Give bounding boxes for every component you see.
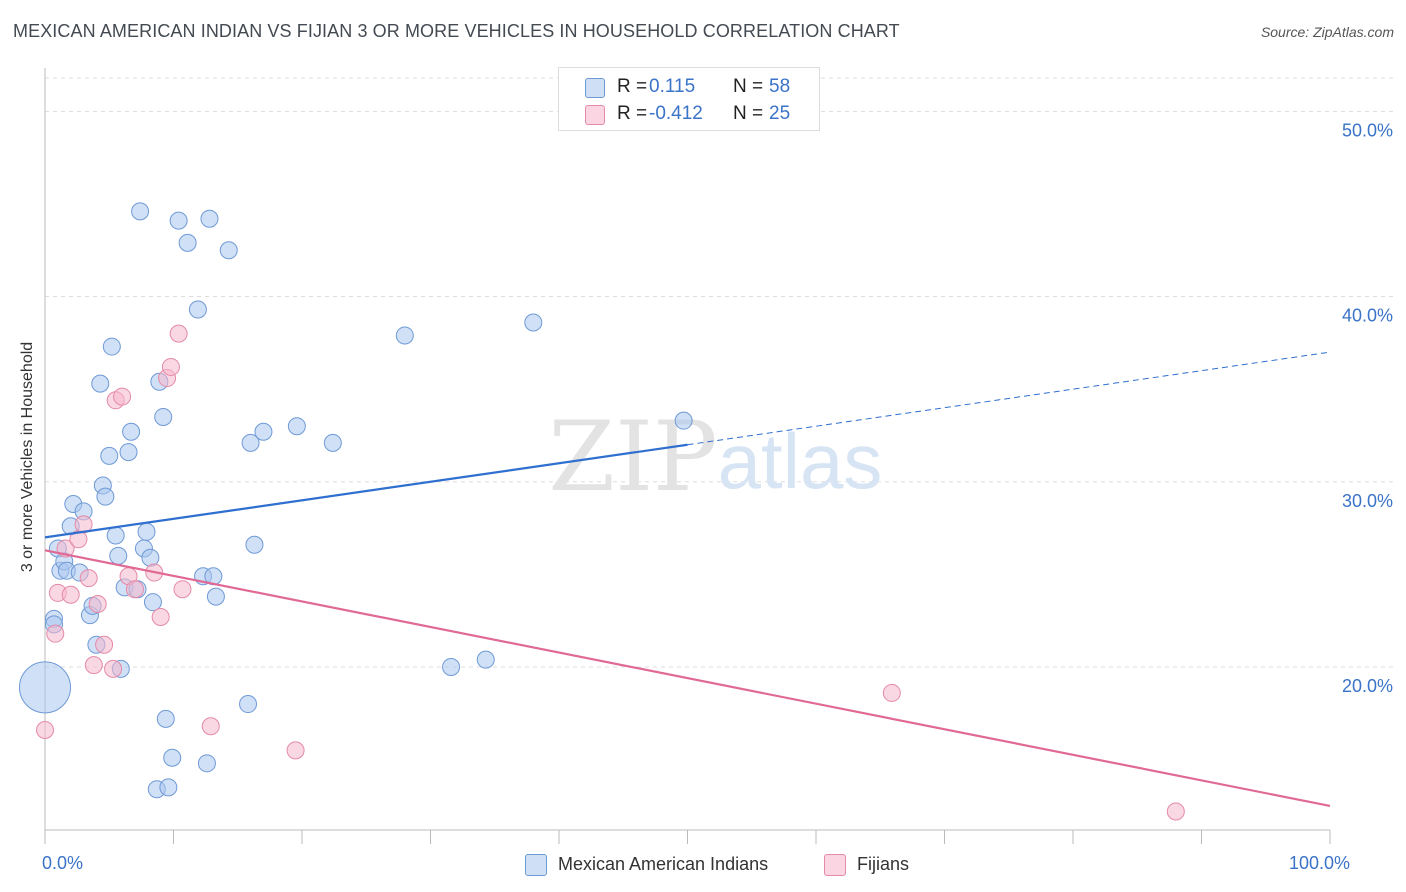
data-point [100, 446, 119, 465]
data-point [674, 411, 693, 430]
legend-r-label: R = [617, 76, 648, 97]
bottom-legend-swatch-pink [824, 854, 846, 876]
data-point [178, 233, 197, 252]
data-point [245, 535, 264, 554]
data-point [119, 443, 138, 462]
trend-line-extension-mexican-american-indians [687, 351, 1331, 446]
data-point [287, 417, 306, 436]
data-point [241, 433, 260, 452]
data-point [169, 211, 188, 230]
data-point [141, 548, 160, 567]
data-point [91, 374, 110, 393]
x-tick-label: 0.0% [42, 853, 83, 873]
data-point [442, 658, 461, 677]
data-point [524, 313, 543, 332]
data-point [200, 209, 219, 228]
data-point [104, 659, 123, 678]
data-point [95, 635, 114, 654]
data-point [84, 656, 103, 675]
data-point [137, 522, 156, 541]
bottom-legend-swatch-blue [525, 854, 547, 876]
data-point [109, 546, 128, 565]
y-tick-label: 50.0% [1342, 120, 1393, 140]
data-point [102, 337, 121, 356]
data-point [239, 695, 258, 714]
data-point [125, 580, 144, 599]
data-point [219, 241, 238, 260]
legend-n-label: N = [733, 76, 764, 97]
legend-n-value: 58 [769, 76, 791, 97]
data-point [156, 709, 175, 728]
series-fijians [36, 324, 1185, 821]
data-point [96, 487, 115, 506]
data-point [169, 324, 188, 343]
data-point [254, 422, 273, 441]
bottom-legend-label: Fijians [857, 854, 910, 874]
data-point [113, 387, 132, 406]
data-point [79, 569, 98, 588]
watermark-atlas: atlas [718, 417, 883, 505]
chart-title: MEXICAN AMERICAN INDIAN VS FIJIAN 3 OR M… [13, 21, 900, 41]
data-point [106, 526, 125, 545]
data-point [163, 748, 182, 767]
data-point [36, 720, 54, 739]
data-point [154, 407, 173, 426]
tick-labels: 20.0% 30.0% 40.0% 50.0% 0.0% 100.0% [42, 120, 1393, 873]
data-point [122, 422, 141, 441]
data-point [882, 683, 901, 702]
watermark: ZIP atlas [548, 401, 882, 513]
data-point [476, 650, 495, 669]
data-point [1166, 802, 1185, 821]
correlation-legend: R = 0.115 N = 58 R = -0.412 N = 25 [558, 67, 820, 131]
watermark-zip: ZIP [548, 401, 717, 513]
legend-n-value: 25 [769, 103, 791, 124]
data-point [61, 585, 80, 604]
data-point [395, 326, 414, 345]
data-point [19, 661, 71, 714]
gridlines [45, 77, 1393, 668]
data-point [323, 433, 342, 452]
legend-r-label: R = [617, 103, 648, 124]
trend-lines [44, 351, 1331, 808]
data-point [151, 607, 170, 626]
data-point [201, 717, 220, 736]
data-point [286, 741, 305, 760]
data-point [197, 754, 216, 773]
data-point [188, 300, 207, 319]
data-point [173, 580, 192, 599]
y-tick-label: 30.0% [1342, 491, 1393, 511]
x-tick-label: 100.0% [1289, 853, 1350, 873]
trend-line-fijians [44, 549, 1331, 808]
legend-r-value: -0.412 [649, 103, 703, 124]
data-point [131, 202, 150, 221]
y-tick-label: 20.0% [1342, 676, 1393, 696]
data-point [206, 587, 225, 606]
data-point [143, 593, 162, 612]
data-point [46, 624, 65, 643]
y-tick-label: 40.0% [1342, 306, 1393, 326]
source-credit: Source: ZipAtlas.com [1260, 24, 1394, 40]
series-mexican-american-indians [19, 202, 693, 799]
data-point [88, 595, 107, 614]
data-point [159, 778, 178, 797]
legend-swatch-pink [585, 105, 605, 125]
legend-n-label: N = [733, 103, 764, 124]
bottom-legend-label: Mexican American Indians [558, 854, 769, 874]
legend-r-value: 0.115 [649, 76, 696, 97]
trend-line-mexican-american-indians [44, 443, 688, 539]
legend-swatch-blue [585, 78, 605, 98]
data-point [161, 357, 180, 376]
